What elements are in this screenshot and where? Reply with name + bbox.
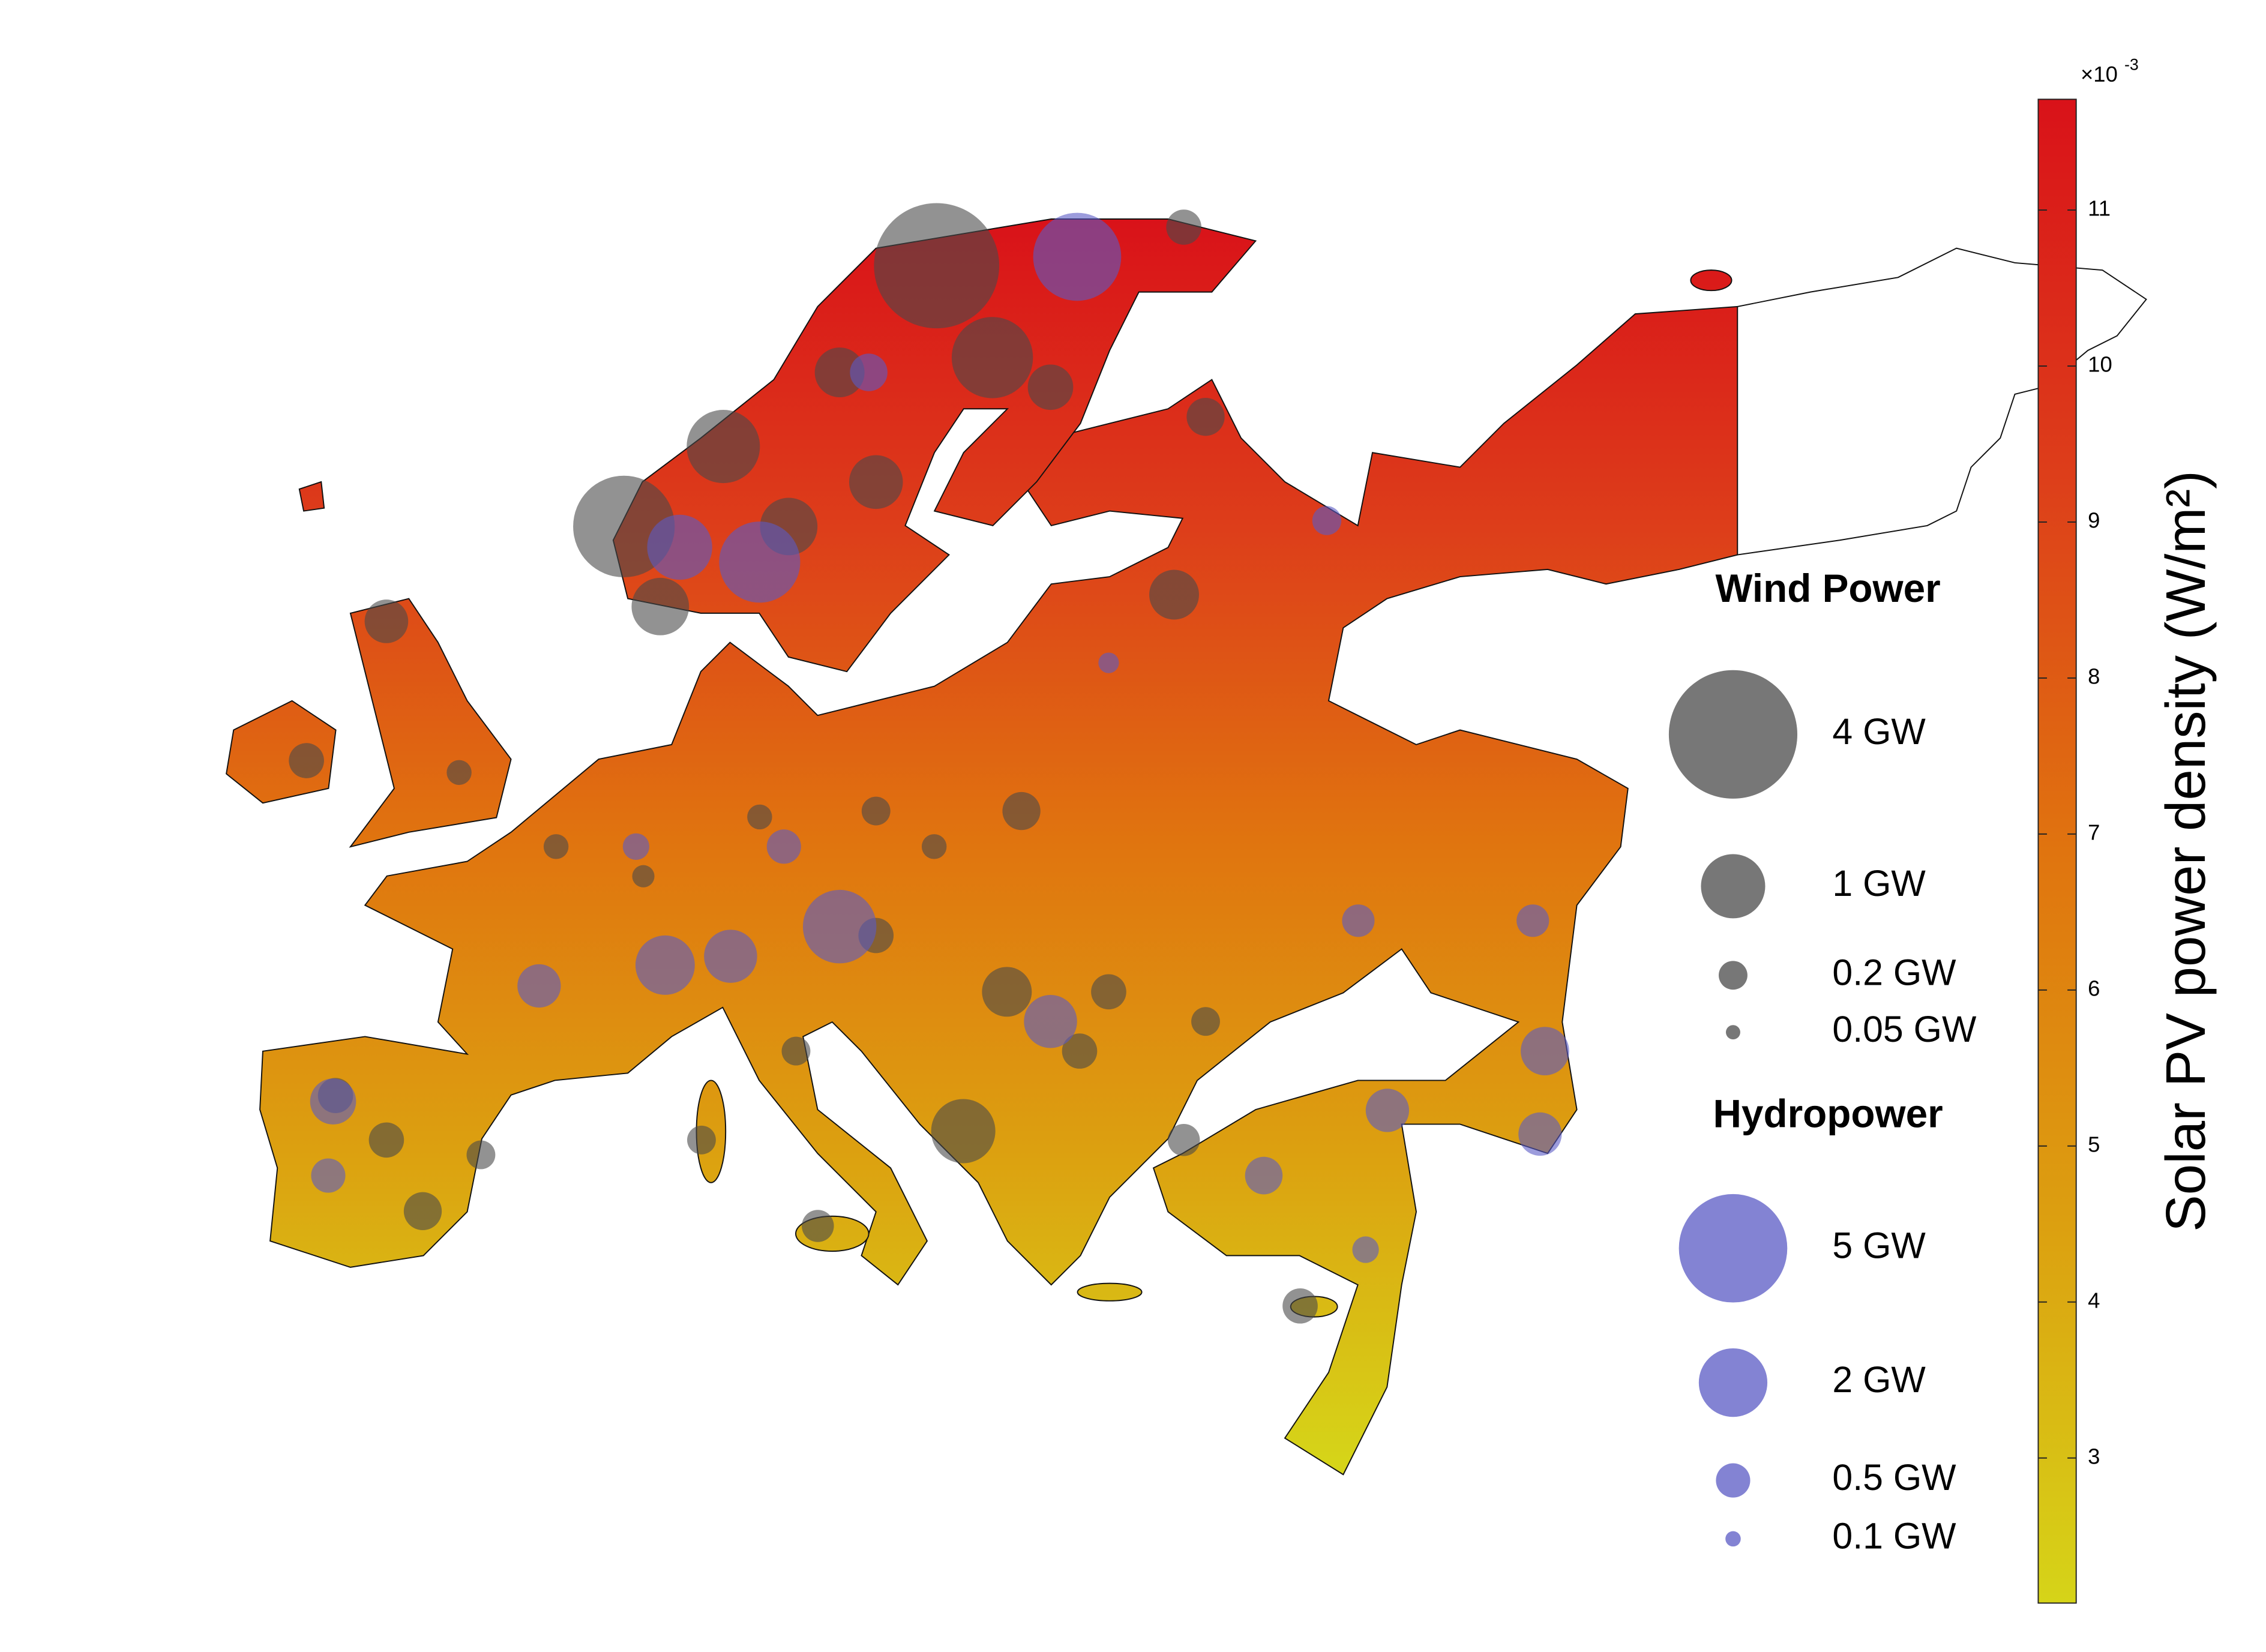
legend-bubble bbox=[1701, 854, 1766, 919]
wind-bubble bbox=[364, 599, 409, 643]
legend-label: 0.2 GW bbox=[1832, 952, 1956, 993]
colorbar-tick-label: 7 bbox=[2088, 820, 2100, 845]
legend-bubble bbox=[1716, 1463, 1751, 1498]
legend-bubble bbox=[1668, 670, 1798, 799]
hydro-bubble bbox=[1245, 1156, 1283, 1195]
wind-bubble bbox=[1149, 569, 1199, 620]
wind-bubble bbox=[802, 1210, 834, 1242]
hydro-bubble bbox=[1312, 506, 1342, 535]
legend-label: 0.5 GW bbox=[1832, 1457, 1956, 1498]
colorbar-bar bbox=[2037, 98, 2077, 1604]
colorbar-tick-label: 3 bbox=[2088, 1444, 2100, 1468]
wind-bubble bbox=[368, 1122, 404, 1158]
wind-bubble bbox=[543, 834, 569, 859]
wind-bubble bbox=[1027, 364, 1074, 410]
hydro-bubble bbox=[802, 889, 877, 964]
legend-label: 0.05 GW bbox=[1832, 1009, 1977, 1050]
hydro-bubble bbox=[635, 935, 695, 995]
wind-bubble bbox=[1167, 1124, 1200, 1156]
wind-bubble bbox=[446, 760, 472, 785]
hydro-bubble bbox=[1516, 904, 1549, 937]
wind-bubble bbox=[466, 1140, 496, 1170]
russia-outline bbox=[1737, 247, 2147, 556]
hydro-bubble bbox=[311, 1158, 346, 1193]
iceland-fragment bbox=[298, 481, 325, 512]
hydro-bubble bbox=[1521, 1027, 1569, 1076]
wind-bubble bbox=[1166, 209, 1201, 245]
legend-label: 5 GW bbox=[1832, 1225, 1926, 1266]
legend-bubble bbox=[1678, 1194, 1788, 1303]
legend-label: 1 GW bbox=[1832, 863, 1926, 904]
wind-bubble bbox=[849, 455, 903, 509]
colorbar-multiplier: ×10 bbox=[2081, 62, 2118, 86]
wind-bubble bbox=[982, 967, 1032, 1017]
colorbar-tick-label: 10 bbox=[2088, 352, 2112, 377]
wind-bubble bbox=[687, 410, 760, 484]
hydro-bubble bbox=[310, 1078, 356, 1125]
legend-title: Wind Power bbox=[1715, 566, 1940, 610]
wind-bubble bbox=[1191, 1007, 1220, 1036]
wind-bubble bbox=[747, 804, 772, 830]
wind-bubble bbox=[931, 1099, 996, 1164]
crete bbox=[1077, 1282, 1143, 1302]
colorbar-title: Solar PV power density (W/m²) bbox=[2154, 470, 2217, 1232]
legend-bubble bbox=[1698, 1348, 1768, 1417]
legend-label: 4 GW bbox=[1832, 711, 1926, 752]
wind-bubble bbox=[951, 317, 1033, 398]
hydro-bubble bbox=[1352, 1236, 1379, 1263]
wind-bubble bbox=[921, 834, 947, 859]
colorbar-tick-label: 9 bbox=[2088, 508, 2100, 533]
colorbar-tick-label: 4 bbox=[2088, 1288, 2100, 1312]
hydro-bubble bbox=[647, 514, 712, 580]
wind-bubble bbox=[631, 577, 690, 635]
legend-bubble bbox=[1719, 961, 1748, 990]
hydro-bubble bbox=[1365, 1089, 1410, 1132]
wind-bubble bbox=[814, 347, 865, 398]
hydro-bubble bbox=[1518, 1112, 1562, 1156]
wind-bubble bbox=[874, 203, 1000, 329]
legend-bubble bbox=[1725, 1025, 1740, 1040]
novaya-zemlya bbox=[1690, 269, 1733, 292]
legend-label: 0.1 GW bbox=[1832, 1515, 1956, 1556]
hydro-bubble bbox=[704, 930, 757, 983]
wind-bubble bbox=[1062, 1033, 1098, 1069]
wind-bubble bbox=[1186, 398, 1225, 436]
continent bbox=[259, 305, 1739, 1476]
hydro-bubble bbox=[1098, 652, 1119, 673]
hydro-bubble bbox=[719, 521, 801, 603]
wind-bubble bbox=[403, 1192, 442, 1230]
hydro-bubble bbox=[622, 833, 650, 860]
wind-bubble bbox=[781, 1036, 811, 1066]
hydro-bubble bbox=[1024, 994, 1077, 1048]
colorbar-tick-label: 5 bbox=[2088, 1132, 2100, 1156]
colorbar-tick-label: 11 bbox=[2088, 196, 2111, 221]
colorbar: ×10 -3 Solar PV power density (W/m²) 3 4 5… bbox=[2037, 56, 2217, 1604]
hydro-bubble bbox=[517, 964, 561, 1008]
wind-bubble bbox=[289, 743, 324, 778]
bubbles bbox=[289, 203, 1569, 1324]
legend-bubble bbox=[1725, 1531, 1741, 1547]
hydro-bubble bbox=[1033, 212, 1122, 301]
wind-bubble bbox=[1091, 974, 1126, 1010]
hydro-bubble bbox=[1342, 904, 1375, 937]
legend-label: 2 GW bbox=[1832, 1359, 1926, 1400]
hydro-bubble bbox=[766, 829, 801, 864]
wind-bubble bbox=[687, 1125, 716, 1155]
great-britain bbox=[349, 598, 512, 848]
colorbar-exponent: -3 bbox=[2124, 56, 2139, 74]
land bbox=[226, 218, 1739, 1476]
colorbar-tick-label: 8 bbox=[2088, 664, 2100, 689]
wind-bubble bbox=[632, 865, 655, 888]
wind-bubble bbox=[861, 796, 891, 826]
wind-bubble bbox=[1002, 791, 1041, 831]
colorbar-tick-label: 6 bbox=[2088, 976, 2100, 1000]
hydro-bubble bbox=[850, 353, 888, 391]
wind-bubble bbox=[1282, 1288, 1318, 1324]
legend: Wind Power 4 GW 1 GW 0.2 GW 0.05 GW Hydropowe… bbox=[1668, 566, 1977, 1556]
legend-title: Hydropower bbox=[1713, 1092, 1943, 1136]
